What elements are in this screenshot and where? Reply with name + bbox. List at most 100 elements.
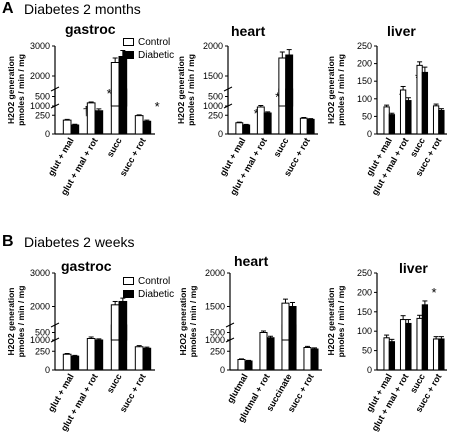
bar: [405, 322, 412, 371]
bar: [94, 110, 104, 135]
y-axis-label: H2O2 generation: [176, 56, 186, 124]
y-axis-label: pmoles / min / mg: [336, 286, 346, 358]
axis-break-mark: [50, 86, 60, 92]
y-tick-label: 3000: [30, 41, 50, 51]
bar: [438, 338, 445, 371]
axis-break-mark: [50, 322, 60, 328]
y-axis-label: pmoles / min / mg: [186, 54, 196, 126]
bar: [285, 54, 294, 107]
bar: [388, 341, 396, 371]
significance-marker: *: [432, 285, 437, 300]
bar: [263, 112, 272, 135]
y-tick-label: 0: [45, 365, 50, 375]
y-tick-label: 250: [210, 346, 225, 356]
panel-b-title: Diabetes 2 weeks: [24, 234, 135, 250]
bar: [416, 317, 423, 371]
bar: [405, 100, 412, 135]
y-tick-label: 250: [357, 41, 372, 51]
bar: [399, 319, 407, 371]
legend-swatch-diabetic: [123, 51, 134, 59]
legend: Control Diabetic: [123, 36, 174, 62]
y-tick-label: 2000: [203, 41, 223, 51]
bar: [306, 118, 315, 135]
axis-break-mark: [223, 86, 233, 92]
legend-label-diabetic: Diabetic: [138, 288, 175, 300]
y-tick-label: 0: [45, 129, 50, 139]
y-tick-label: 1000: [203, 101, 223, 111]
y-tick-label: 1000: [205, 335, 225, 345]
y-tick-label: 500: [35, 92, 50, 102]
y-tick-label: 1000: [30, 335, 50, 345]
y-tick-label: 250: [208, 110, 223, 120]
panel-a-label: A: [2, 0, 14, 17]
y-tick-label: 1500: [205, 302, 225, 312]
y-tick-label: 2000: [30, 302, 50, 312]
significance-marker: *: [254, 106, 259, 121]
bar: [383, 337, 390, 371]
bar: [70, 124, 80, 135]
y-axis-label: H2O2 generation: [178, 287, 188, 355]
y-tick-label: 500: [35, 328, 50, 338]
y-tick-label: 0: [367, 365, 372, 375]
legend-label-diabetic: Diabetic: [138, 49, 175, 61]
legend-swatch-diabetic: [123, 290, 134, 298]
chart-title: gastroc: [61, 258, 112, 274]
bar: [142, 347, 152, 371]
y-axis-label: pmoles / min / mg: [188, 286, 198, 358]
legend: Control Diabetic: [123, 275, 174, 301]
bar: [118, 300, 128, 341]
bar: [266, 337, 275, 371]
bar: [242, 124, 251, 135]
legend-label-control: Control: [138, 36, 171, 48]
y-tick-label: 200: [357, 59, 372, 69]
significance-marker: *: [275, 90, 280, 105]
legend-swatch-control: [123, 38, 134, 46]
y-tick-label: 50: [362, 346, 372, 356]
y-tick-label: 250: [35, 110, 50, 120]
y-tick-label: 100: [357, 94, 372, 104]
y-tick-label: 250: [35, 346, 50, 356]
chart-title: liver: [399, 260, 428, 276]
y-tick-label: 100: [357, 326, 372, 336]
chart-title: heart: [234, 253, 269, 269]
bar: [438, 109, 445, 135]
y-tick-label: 3000: [30, 268, 50, 278]
significance-marker: *: [107, 86, 112, 101]
panel-a-title: Diabetes 2 months: [24, 1, 141, 17]
y-tick-label: 150: [357, 307, 372, 317]
bar: [432, 338, 440, 371]
chart-title: gastroc: [65, 21, 116, 37]
y-tick-label: 150: [357, 76, 372, 86]
chart-title: liver: [387, 23, 416, 39]
y-axis-label: H2O2 generation: [6, 56, 16, 124]
axis-break-mark: [225, 322, 235, 328]
y-tick-label: 0: [367, 129, 372, 139]
y-tick-label: 500: [208, 92, 223, 102]
y-tick-label: 2000: [205, 268, 225, 278]
significance-marker: †: [83, 103, 90, 118]
y-tick-label: 2000: [30, 71, 50, 81]
panel-b-label: B: [2, 233, 14, 250]
y-tick-label: 200: [357, 287, 372, 297]
y-tick-label: 0: [218, 129, 223, 139]
bar: [118, 56, 128, 107]
bar: [388, 114, 396, 135]
y-tick-label: 250: [357, 268, 372, 278]
bar: [421, 304, 429, 371]
bar: [310, 348, 319, 371]
significance-marker: *: [155, 99, 160, 114]
y-axis-label: H2O2 generation: [326, 56, 336, 124]
y-tick-label: 50: [362, 111, 372, 121]
bar: [142, 120, 152, 135]
y-axis-label: H2O2 generation: [6, 287, 16, 355]
y-tick-label: 500: [210, 328, 225, 338]
y-tick-label: 0: [220, 365, 225, 375]
chart-title: heart: [231, 23, 266, 39]
bar: [421, 71, 429, 135]
legend-swatch-control: [123, 277, 134, 285]
